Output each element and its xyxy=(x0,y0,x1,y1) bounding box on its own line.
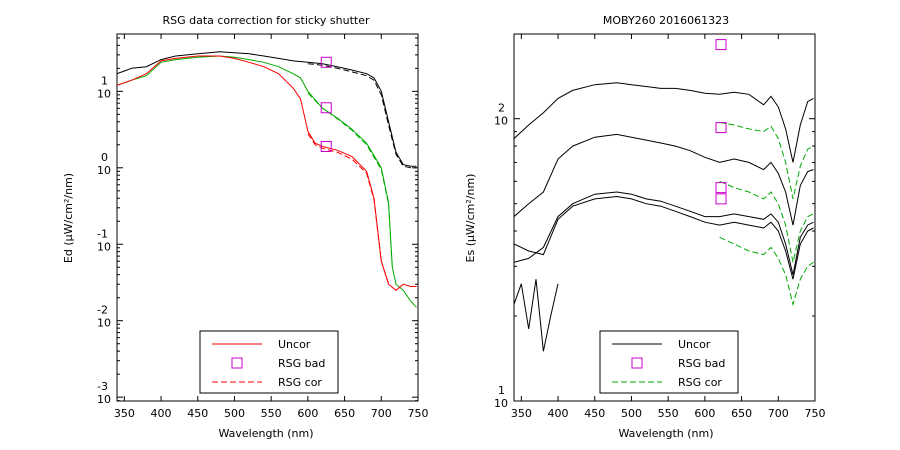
chart-right-series-4-line xyxy=(514,279,559,352)
chart-left-series-4-line xyxy=(117,55,417,291)
chart-right-rsg-bad-marker xyxy=(715,39,727,51)
chart-right-legend-box xyxy=(599,330,739,394)
chart-left-y-tick-exponent: -3 xyxy=(97,380,108,393)
chart-left-rsg-bad-marker xyxy=(320,140,332,152)
chart-right-series-0-line xyxy=(514,82,814,163)
chart-right-x-tick-label: 500 xyxy=(621,407,642,420)
chart-left-series-0-line xyxy=(117,51,417,167)
chart-right-x-tick-label: 400 xyxy=(548,407,569,420)
chart-left-x-tick-label: 650 xyxy=(334,407,355,420)
chart-left-x-tick-label: 700 xyxy=(371,407,392,420)
chart-right-x-axis-label: Wavelength (nm) xyxy=(618,427,713,440)
chart-left-y-tick-base: 10 xyxy=(97,317,111,330)
chart-right-legend-swatch xyxy=(631,357,643,369)
chart-left-y-tick-base: 10 xyxy=(97,240,111,253)
chart-left-rsg-bad-marker xyxy=(320,102,332,114)
chart-right-legend-label: RSG bad xyxy=(678,357,725,370)
chart-left-y-tick-exponent: -1 xyxy=(97,227,108,240)
chart-left-x-axis-label: Wavelength (nm) xyxy=(218,427,313,440)
chart-left-series-1-line xyxy=(307,63,417,169)
chart-left-y-tick-base: 10 xyxy=(97,164,111,177)
chart-right-series-5-line xyxy=(719,121,814,200)
chart-right-y-tick-exponent: 1 xyxy=(498,384,505,397)
chart-right-x-tick-label: 350 xyxy=(511,407,532,420)
chart-left-x-tick-label: 600 xyxy=(297,407,318,420)
chart-right-y-axis-label: Es (µW/cm²/nm) xyxy=(464,174,477,263)
chart-right-title: MOBY260 2016061323 xyxy=(603,14,729,27)
chart-right-legend: Uncor RSG bad RSG cor xyxy=(599,330,739,394)
chart-left-legend-label: RSG cor xyxy=(278,376,322,389)
chart-left-x-tick-label: 500 xyxy=(224,407,245,420)
chart-right-y-tick-base: 10 xyxy=(494,115,508,128)
chart-right-rsg-bad-marker xyxy=(715,122,727,134)
chart-right-x-tick-label: 700 xyxy=(768,407,789,420)
chart-right-series-2-line xyxy=(514,191,814,275)
chart-right-legend-label: Uncor xyxy=(678,338,711,351)
chart-left-x-tick-label: 750 xyxy=(408,407,429,420)
chart-left-x-tick-label: 550 xyxy=(261,407,282,420)
chart-right-x-tick-label: 450 xyxy=(584,407,605,420)
chart-left-x-tick-label: 350 xyxy=(114,407,135,420)
chart-left-rsg-bad-marker xyxy=(320,56,332,68)
chart-left-y-tick-base: 10 xyxy=(97,393,111,406)
chart-right-x-tick-label: 650 xyxy=(731,407,752,420)
chart-right-plot-area xyxy=(513,33,816,402)
chart-right-series-3-line xyxy=(514,195,814,280)
chart-left-x-tick-label: 400 xyxy=(151,407,172,420)
chart-left-legend-label: Uncor xyxy=(278,338,311,351)
chart-right: MOBY260 2016061323 Wavelength (nm) Es (µ… xyxy=(464,14,826,440)
chart-right-series-1-line xyxy=(514,133,814,226)
chart-left-x-tick-label: 450 xyxy=(187,407,208,420)
chart-right-x-tick-label: 550 xyxy=(658,407,679,420)
chart-left-legend-label: RSG bad xyxy=(278,357,325,370)
chart-left-legend-box xyxy=(199,330,339,394)
chart-left-plot-area xyxy=(116,33,419,402)
chart-left-series-5-line xyxy=(307,133,390,285)
chart-right-x-tick-label: 750 xyxy=(805,407,826,420)
chart-left-series-3-line xyxy=(307,92,393,268)
chart-right-y-tick-base: 10 xyxy=(494,397,508,410)
chart-right-series-group xyxy=(514,82,814,352)
chart-left-y-tick-base: 10 xyxy=(97,87,111,100)
chart-right-rsg-bad-marker xyxy=(715,193,727,205)
chart-left-legend-swatch xyxy=(231,357,243,369)
chart-right-legend-label: RSG cor xyxy=(678,376,722,389)
chart-left-y-axis-label: Ed (µW/cm²/nm) xyxy=(62,173,75,263)
chart-left: RSG data correction for sticky shutter W… xyxy=(62,14,429,440)
chart-right-y-tick-exponent: 2 xyxy=(498,102,505,115)
chart-left-series-2-line xyxy=(117,55,417,308)
chart-left-y-tick-exponent: -2 xyxy=(97,304,108,317)
chart-left-legend: Uncor RSG bad RSG cor xyxy=(199,330,339,394)
chart-left-title: RSG data correction for sticky shutter xyxy=(162,14,370,27)
chart-left-series-group xyxy=(117,51,417,308)
chart-left-y-tick-exponent: 0 xyxy=(101,151,108,164)
chart-right-x-tick-label: 600 xyxy=(694,407,715,420)
chart-right-rsg-bad-marker xyxy=(715,182,727,194)
chart-left-y-tick-exponent: 1 xyxy=(101,74,108,87)
